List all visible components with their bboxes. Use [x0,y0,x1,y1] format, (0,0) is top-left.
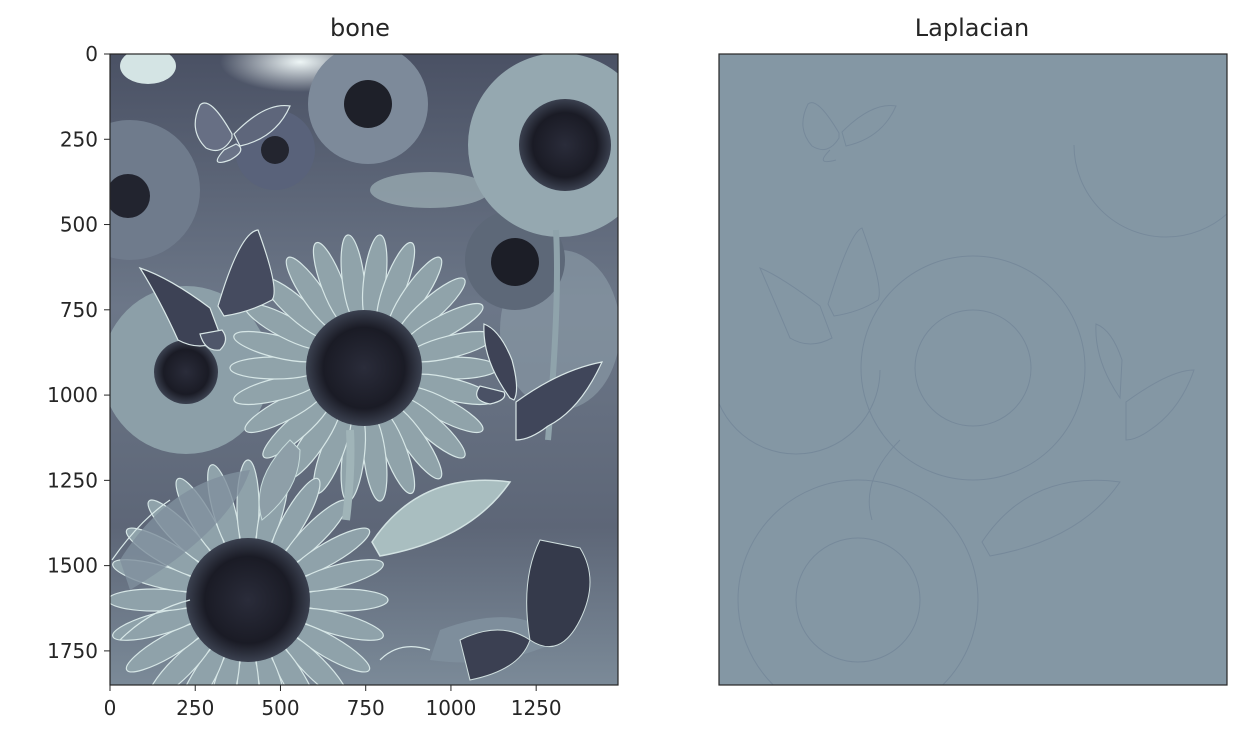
sunflower-top-right [468,54,618,237]
butterfly-left [138,229,275,351]
y-tick-label: 750 [60,298,98,322]
bone-axes-frame [109,53,619,686]
x-tick-label: 0 [104,696,117,720]
y-tick-label: 1000 [47,383,98,407]
x-tick-label: 1000 [425,696,476,720]
y-tick-label: 1750 [47,639,98,663]
butterfly-top [194,102,291,163]
y-tick-label: 500 [60,213,98,237]
x-tick-label: 1250 [511,696,562,720]
x-axis-bone: 0 250 500 750 1000 1250 [104,685,562,720]
bone-image [110,54,618,685]
laplacian-axes-frame [718,53,1228,686]
x-tick-label: 750 [347,696,385,720]
laplacian-image [719,54,1227,685]
y-tick-label: 1250 [47,468,98,492]
butterfly-right [476,323,604,441]
y-tick-label: 0 [85,42,98,66]
sunflower-left-middle [110,286,270,454]
y-axis-bone: 0 250 500 750 1000 1250 1500 1750 [47,42,110,663]
x-tick-label: 250 [176,696,214,720]
sunflower-center [229,234,499,502]
y-tick-label: 1500 [47,554,98,578]
panel-title-laplacian: Laplacian [915,14,1029,42]
butterfly-bottom-right [459,539,591,681]
panel-title-bone: bone [330,14,390,42]
x-tick-label: 500 [261,696,299,720]
y-tick-label: 250 [60,127,98,151]
